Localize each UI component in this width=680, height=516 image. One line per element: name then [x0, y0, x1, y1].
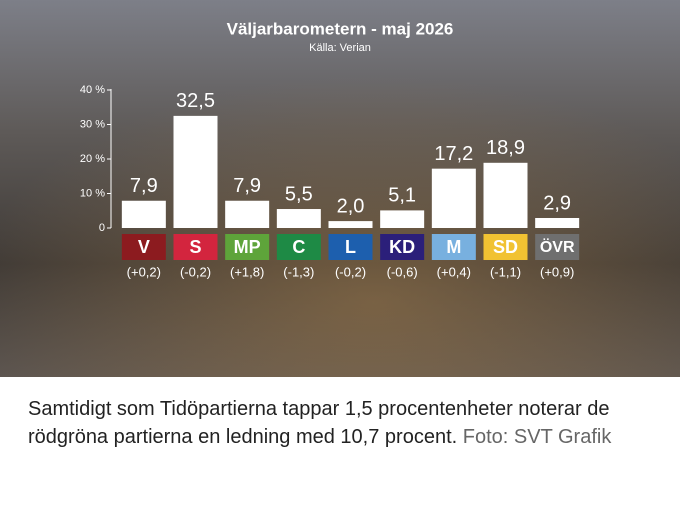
- x-tick-label: C: [292, 237, 305, 257]
- party-box: [276, 234, 321, 260]
- bar: [225, 200, 270, 228]
- value-label: 2,9: [543, 192, 571, 214]
- value-label: 2,0: [337, 195, 365, 217]
- change-label: (-0,6): [387, 264, 418, 279]
- change-label: (-0,2): [180, 264, 211, 279]
- party-box: [328, 234, 373, 260]
- caption-text: Samtidigt som Tidöpartierna tappar 1,5 p…: [28, 398, 610, 448]
- x-tick-label: S: [189, 237, 201, 257]
- chart-subtitle: Källa: Verian: [309, 42, 371, 54]
- y-tick-label: 30 %: [80, 118, 105, 130]
- bar: [380, 210, 425, 228]
- value-label: 5,5: [285, 183, 313, 205]
- y-tick-label: 40 %: [80, 84, 105, 96]
- party-box: [173, 234, 218, 260]
- background-glow: [0, 0, 680, 377]
- x-tick-label: SD: [493, 237, 518, 257]
- change-label: (-1,3): [283, 264, 314, 279]
- x-tick-label: KD: [389, 237, 415, 257]
- x-tick-label: ÖVR: [540, 237, 575, 256]
- value-label: 5,1: [388, 185, 416, 207]
- bar: [328, 221, 373, 228]
- party-box: [483, 234, 528, 260]
- party-box: [225, 234, 270, 260]
- x-tick-label: M: [446, 237, 461, 257]
- bar: [431, 168, 476, 228]
- x-tick-label: MP: [234, 237, 261, 257]
- party-box: [431, 234, 476, 260]
- bar: [483, 162, 528, 228]
- change-label: (+1,8): [230, 264, 264, 279]
- value-label: 7,9: [130, 175, 158, 197]
- party-box: [535, 234, 580, 260]
- bar: [121, 200, 166, 228]
- change-label: (-1,1): [490, 264, 521, 279]
- bar: [535, 217, 580, 228]
- change-label: (+0,2): [127, 264, 161, 279]
- change-label: (+0,4): [437, 264, 471, 279]
- caption: Samtidigt som Tidöpartierna tappar 1,5 p…: [28, 396, 658, 451]
- party-box: [380, 234, 425, 260]
- value-label: 17,2: [434, 143, 473, 165]
- change-label: (+0,9): [540, 264, 574, 279]
- chart: Väljarbarometern - maj 2026 Källa: Veria…: [0, 0, 680, 377]
- x-tick-label: L: [345, 237, 356, 257]
- y-tick-label: 20 %: [80, 153, 105, 165]
- chart-title: Väljarbarometern - maj 2026: [227, 19, 454, 38]
- caption-credit: Foto: SVT Grafik: [462, 425, 612, 448]
- bar: [173, 115, 218, 228]
- value-label: 18,9: [486, 137, 525, 159]
- value-label: 7,9: [233, 175, 261, 197]
- party-box: [121, 234, 166, 260]
- value-label: 32,5: [176, 90, 215, 112]
- change-label: (-0,2): [335, 264, 366, 279]
- bar: [276, 209, 321, 228]
- x-tick-label: V: [138, 237, 150, 257]
- y-tick-label: 10 %: [80, 187, 105, 199]
- y-tick-label: 0: [99, 222, 105, 234]
